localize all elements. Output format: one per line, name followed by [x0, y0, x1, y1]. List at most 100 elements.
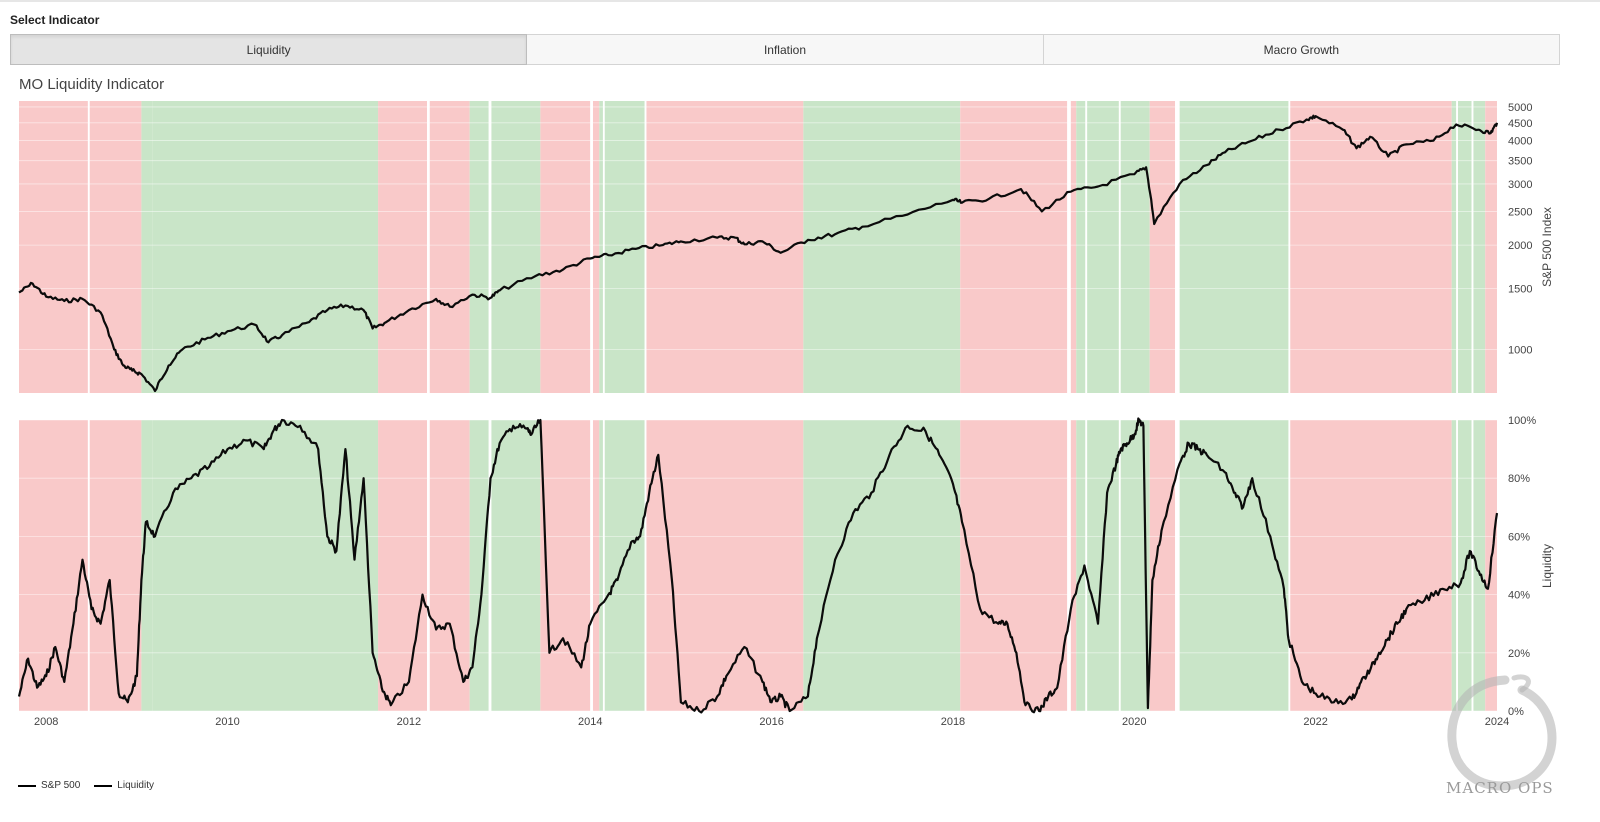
regime-band-gap	[590, 420, 593, 711]
regime-band-bad	[960, 420, 1068, 711]
y-tick-label: 3500	[1508, 156, 1532, 168]
x-tick-label: 2024	[1485, 716, 1509, 728]
regime-band-bad	[19, 101, 88, 393]
regime-band-bad	[540, 101, 591, 393]
regime-band-gap	[87, 101, 90, 393]
regime-band-bad	[1149, 101, 1176, 393]
y-tick-label: 80%	[1508, 473, 1530, 485]
regime-band-gap	[427, 101, 430, 393]
x-tick-label: 2014	[578, 716, 602, 728]
regime-band-gap	[427, 420, 430, 711]
y-tick-label: 5000	[1508, 102, 1532, 114]
regime-band-bad	[646, 420, 804, 711]
y-tick-label: 2500	[1508, 206, 1532, 218]
regime-band-bad	[646, 101, 804, 393]
regime-band-bad	[1070, 101, 1077, 393]
regime-band-bad	[960, 101, 1068, 393]
regime-band-bad	[429, 420, 470, 711]
tab-liquidity[interactable]: Liquidity	[10, 34, 528, 65]
series-line-liquidity	[17, 417, 1499, 714]
regime-band-gap	[1456, 101, 1459, 393]
regime-band-gap	[488, 420, 492, 711]
regime-band-gap	[1288, 420, 1291, 711]
y-tick-label: 2000	[1508, 240, 1532, 252]
chart-title: MO Liquidity Indicator	[19, 76, 165, 93]
regime-band-gap	[1175, 420, 1180, 711]
regime-band-gap	[1067, 101, 1071, 393]
y-tick-label: 1500	[1508, 283, 1532, 295]
regime-band-gap	[1471, 420, 1474, 711]
regime-band-good	[1451, 420, 1457, 711]
regime-band-good	[1179, 101, 1289, 393]
indicator-tabs: Liquidity Inflation Macro Growth	[10, 34, 1560, 65]
regime-band-gap	[1067, 420, 1071, 711]
y-axis-title-sp500: S&P 500 Index	[1540, 207, 1554, 287]
y-tick-label: 4500	[1508, 118, 1532, 130]
x-tick-label: 2018	[941, 716, 965, 728]
regime-band-bad	[592, 420, 600, 711]
top-divider	[0, 0, 1600, 2]
regime-band-gap	[602, 420, 605, 711]
legend-item-sp500[interactable]: S&P 500	[18, 780, 80, 791]
regime-band-bad	[1290, 101, 1452, 393]
y-tick-label: 3000	[1508, 179, 1532, 191]
regime-band-good	[1120, 101, 1150, 393]
regime-band-gap	[488, 101, 492, 393]
regime-band-good	[469, 101, 489, 393]
regime-band-gap	[87, 420, 90, 711]
regime-band-good	[803, 101, 961, 393]
x-tick-label: 2008	[34, 716, 58, 728]
x-tick-label: 2010	[215, 716, 239, 728]
x-tick-label: 2022	[1303, 716, 1327, 728]
y-tick-label: 4000	[1508, 136, 1532, 148]
y-tick-label: 40%	[1508, 590, 1530, 602]
regime-band-good	[152, 420, 379, 711]
regime-band-good	[491, 101, 541, 393]
regime-band-bad	[1070, 420, 1077, 711]
x-tick-label: 2012	[397, 716, 421, 728]
regime-band-gap	[602, 101, 605, 393]
regime-band-bad	[540, 420, 591, 711]
y-tick-label: 1000	[1508, 345, 1532, 357]
legend-swatch-liquidity	[94, 784, 113, 787]
regime-band-good	[491, 420, 541, 711]
y-axis-title-liquidity: Liquidity	[1540, 544, 1554, 588]
series-line-sp500	[18, 114, 1499, 393]
tab-inflation[interactable]: Inflation	[527, 34, 1044, 65]
regime-band-good	[152, 101, 379, 393]
regime-band-bad	[1485, 101, 1497, 393]
regime-band-gap	[1085, 420, 1088, 711]
regime-band-good	[1087, 101, 1119, 393]
regime-band-gap	[1118, 101, 1121, 393]
y-tick-label: 0%	[1508, 706, 1524, 718]
regime-band-bad	[378, 101, 428, 393]
macro-ops-logo	[1447, 674, 1557, 791]
regime-band-good	[599, 420, 603, 711]
regime-band-bad	[1290, 420, 1452, 711]
regime-band-good	[469, 420, 489, 711]
regime-band-bad	[378, 420, 428, 711]
regime-band-good	[1076, 101, 1086, 393]
chart-legend: S&P 500 Liquidity	[18, 780, 154, 791]
regime-band-bad	[19, 420, 88, 711]
regime-band-good	[141, 420, 153, 711]
regime-band-good	[1458, 101, 1472, 393]
tab-macro-growth[interactable]: Macro Growth	[1043, 34, 1560, 65]
regime-band-gap	[1085, 101, 1088, 393]
y-tick-label: 20%	[1508, 648, 1530, 660]
x-tick-label: 2016	[759, 716, 783, 728]
regime-band-good	[803, 420, 961, 711]
regime-band-good	[599, 101, 603, 393]
watermark-text: MACRO OPS	[1446, 779, 1554, 797]
y-tick-label: 100%	[1508, 415, 1536, 427]
regime-band-bad	[429, 101, 470, 393]
legend-label-liquidity: Liquidity	[117, 780, 154, 791]
legend-item-liquidity[interactable]: Liquidity	[94, 780, 154, 791]
regime-band-good	[1179, 420, 1289, 711]
regime-band-good	[604, 101, 645, 393]
regime-band-gap	[1456, 420, 1459, 711]
regime-band-bad	[1149, 420, 1176, 711]
regime-band-gap	[590, 101, 593, 393]
regime-band-gap	[1288, 101, 1291, 393]
